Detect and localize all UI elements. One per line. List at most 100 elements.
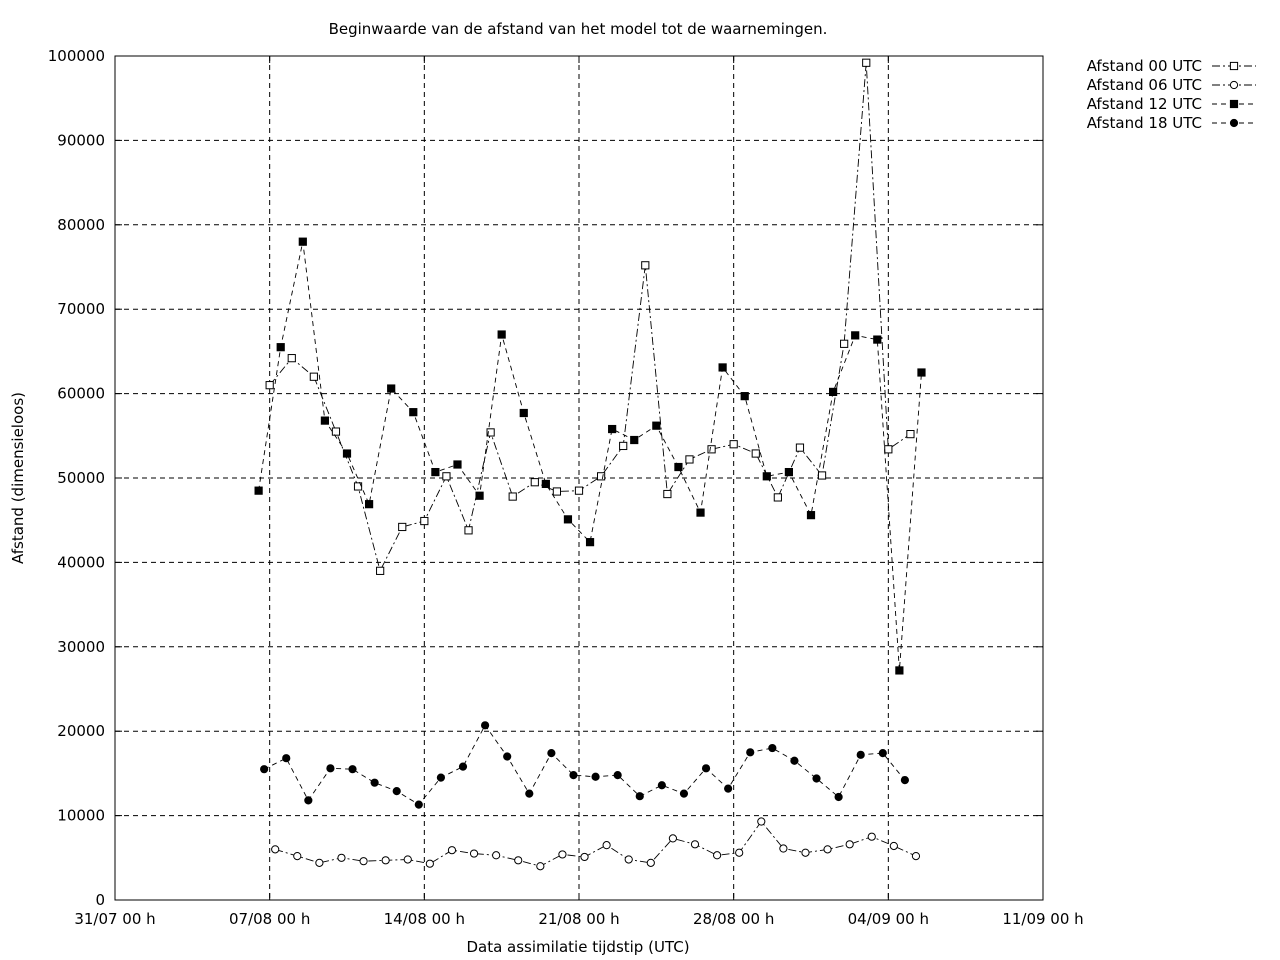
data-point bbox=[735, 848, 744, 857]
data-point bbox=[646, 858, 655, 867]
data-point bbox=[812, 774, 821, 783]
data-point bbox=[663, 489, 672, 499]
data-point bbox=[469, 849, 479, 858]
data-point bbox=[464, 526, 473, 535]
x-axis: 31/07 00 h 07/08 00 h 14/08 00 h 21/08 00 h… bbox=[74, 56, 1084, 928]
x-axis-label: Data assimilatie tijdstip (UTC) bbox=[466, 938, 689, 956]
legend-item: Afstand 18 UTC bbox=[1087, 114, 1256, 132]
data-point bbox=[425, 859, 434, 868]
data-point bbox=[652, 421, 661, 430]
data-point bbox=[359, 857, 368, 866]
data-point bbox=[519, 408, 528, 418]
series-line bbox=[275, 820, 917, 867]
data-point bbox=[746, 748, 755, 757]
data-point bbox=[276, 343, 285, 352]
legend-item: Afstand 00 UTC bbox=[1087, 57, 1256, 75]
data-point bbox=[900, 776, 910, 785]
data-point bbox=[254, 486, 263, 495]
data-point bbox=[326, 764, 335, 773]
data-point bbox=[260, 765, 269, 774]
legend-item: Afstand 12 UTC bbox=[1087, 95, 1256, 113]
data-point bbox=[619, 441, 628, 451]
data-point bbox=[282, 754, 291, 763]
data-point bbox=[828, 387, 838, 397]
y-tick-label: 10000 bbox=[57, 807, 105, 825]
series-3 bbox=[260, 721, 910, 809]
data-point bbox=[718, 363, 727, 372]
data-point bbox=[784, 467, 794, 477]
data-point bbox=[381, 856, 390, 865]
x-tick-label: 11/09 00 h bbox=[1002, 910, 1083, 928]
data-point bbox=[580, 852, 589, 862]
data-point bbox=[795, 443, 805, 452]
legend-label: Afstand 00 UTC bbox=[1087, 57, 1202, 75]
legend-label: Afstand 18 UTC bbox=[1087, 114, 1202, 132]
series-0 bbox=[265, 58, 915, 575]
data-point bbox=[342, 449, 352, 458]
data-point bbox=[558, 850, 567, 859]
data-point bbox=[608, 424, 617, 434]
data-point bbox=[668, 834, 678, 843]
data-point bbox=[287, 354, 296, 363]
legend-marker bbox=[1229, 118, 1239, 128]
data-point bbox=[414, 800, 423, 809]
y-tick-label: 30000 bbox=[57, 638, 105, 656]
data-point bbox=[878, 749, 887, 758]
y-tick-label: 40000 bbox=[57, 553, 105, 571]
data-point bbox=[679, 789, 689, 798]
data-point bbox=[447, 846, 457, 855]
data-point bbox=[337, 853, 346, 862]
series-2 bbox=[254, 237, 926, 675]
data-point bbox=[442, 472, 451, 481]
data-point bbox=[480, 721, 490, 730]
data-point bbox=[884, 445, 893, 454]
data-point bbox=[851, 331, 860, 340]
data-point bbox=[840, 339, 849, 348]
data-point bbox=[398, 522, 407, 532]
data-point bbox=[911, 852, 921, 861]
data-point bbox=[271, 845, 280, 854]
data-point bbox=[563, 515, 573, 524]
data-point bbox=[392, 787, 401, 796]
y-tick-label: 20000 bbox=[57, 722, 105, 740]
data-point bbox=[431, 467, 440, 477]
data-point bbox=[436, 773, 446, 782]
data-point bbox=[906, 430, 915, 439]
legend-marker bbox=[1229, 80, 1239, 90]
data-point bbox=[790, 756, 799, 765]
data-point bbox=[596, 472, 606, 481]
data-point bbox=[320, 416, 330, 425]
data-point bbox=[817, 471, 827, 480]
data-point bbox=[492, 851, 501, 860]
data-point bbox=[729, 440, 738, 449]
series-line bbox=[269, 62, 911, 573]
data-point bbox=[552, 487, 562, 496]
data-point bbox=[370, 778, 379, 787]
y-axis-label: Afstand (dimensieloos) bbox=[9, 392, 27, 564]
data-point bbox=[889, 841, 898, 851]
data-point bbox=[376, 566, 385, 575]
data-point bbox=[856, 750, 865, 759]
data-point bbox=[536, 862, 545, 871]
data-point bbox=[503, 752, 512, 761]
x-tick-label: 07/08 00 h bbox=[229, 910, 310, 928]
data-point bbox=[420, 516, 429, 526]
x-tick-label: 28/08 00 h bbox=[693, 910, 774, 928]
data-point bbox=[298, 237, 307, 246]
data-point bbox=[525, 789, 534, 798]
y-tick-label: 70000 bbox=[57, 300, 105, 318]
data-point bbox=[387, 384, 396, 393]
y-tick-label: 50000 bbox=[57, 469, 105, 487]
chart-title: Beginwaarde van de afstand van het model… bbox=[329, 20, 828, 38]
data-point bbox=[635, 792, 644, 801]
data-point bbox=[724, 784, 733, 793]
data-point bbox=[541, 479, 550, 489]
grid-lines bbox=[115, 56, 1043, 900]
data-point bbox=[707, 445, 716, 454]
data-point bbox=[348, 765, 357, 774]
x-tick-label: 21/08 00 h bbox=[538, 910, 619, 928]
data-point bbox=[364, 500, 374, 509]
data-point bbox=[624, 855, 633, 864]
